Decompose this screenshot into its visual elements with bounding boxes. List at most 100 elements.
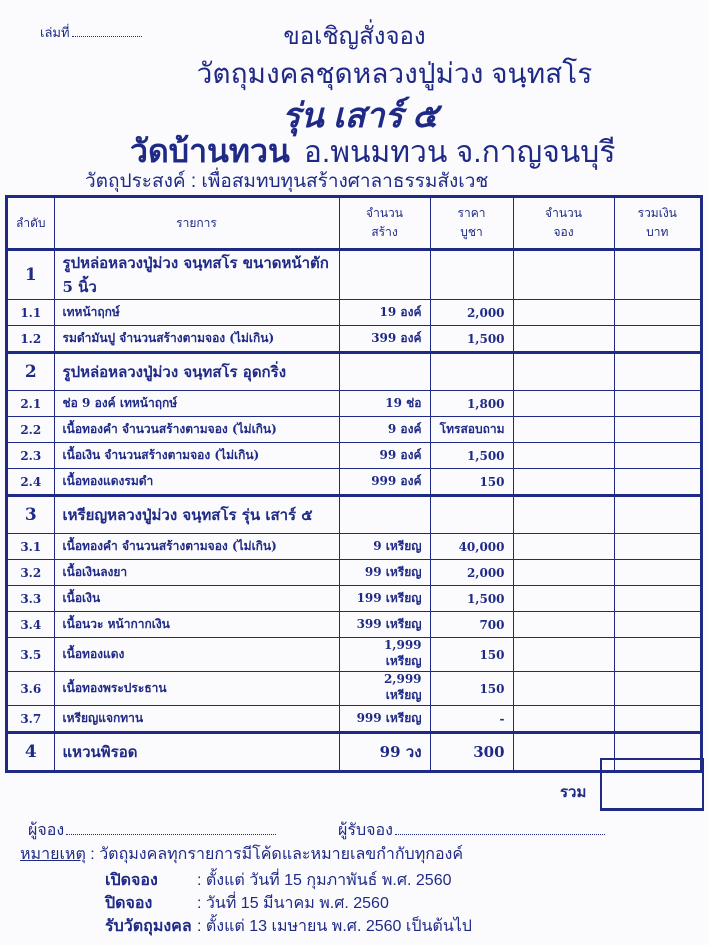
note: หมายเหตุ : วัตถุมงคลทุกรายการมีโค้ดและหม… bbox=[20, 842, 463, 867]
row-order-qty-field[interactable] bbox=[512, 705, 615, 733]
row-item: เนื้อทองแดง bbox=[53, 637, 340, 672]
receiver-field[interactable] bbox=[394, 834, 605, 835]
receiver-label: ผู้รับจอง bbox=[338, 822, 393, 839]
row-item: เนื้อทองคำ จำนวนสร้างตามจอง (ไม่เกิน) bbox=[53, 416, 340, 443]
row-quantity bbox=[338, 249, 431, 300]
row-order-qty-field[interactable] bbox=[512, 249, 615, 300]
table-row: 3.6 เนื้อทองพระประธาน 2,999 เหรียญ 150 bbox=[6, 671, 703, 706]
row-amount-field[interactable] bbox=[613, 559, 703, 586]
row-order-qty-field[interactable] bbox=[512, 325, 615, 353]
row-quantity: 399 องค์ bbox=[338, 325, 431, 353]
row-order-qty-field[interactable] bbox=[512, 468, 615, 496]
schedule-pickup: รับวัตถุมงคล: ตั้งแต่ 13 เมษายน พ.ศ. 256… bbox=[105, 914, 472, 939]
row-amount-field[interactable] bbox=[613, 468, 703, 496]
schedule-open: เปิดจอง: ตั้งแต่ วันที่ 15 กุมภาพันธ์ พ.… bbox=[105, 868, 452, 893]
row-item: เนื้อเงิน bbox=[53, 585, 340, 612]
row-number: 3 bbox=[6, 495, 55, 534]
row-amount-field[interactable] bbox=[613, 671, 703, 706]
row-order-qty-field[interactable] bbox=[512, 559, 615, 586]
row-quantity: 9 เหรียญ bbox=[338, 533, 431, 560]
row-item: เนื้อทองคำ จำนวนสร้างตามจอง (ไม่เกิน) bbox=[53, 533, 340, 560]
row-order-qty-field[interactable] bbox=[512, 299, 615, 326]
row-price bbox=[429, 352, 514, 391]
row-amount-field[interactable] bbox=[613, 352, 703, 391]
row-item: เนื้อทองพระประธาน bbox=[53, 671, 340, 706]
row-price: 700 bbox=[429, 611, 514, 638]
col-qty: จำนวน สร้าง bbox=[338, 196, 431, 250]
row-amount-field[interactable] bbox=[613, 249, 703, 300]
row-order-qty-field[interactable] bbox=[512, 732, 615, 772]
row-order-qty-field[interactable] bbox=[512, 416, 615, 443]
row-item: แหวนพิรอด bbox=[53, 732, 340, 772]
row-quantity: 99 วง bbox=[338, 732, 431, 772]
invite-heading: ขอเชิญสั่งจอง bbox=[283, 23, 426, 50]
row-quantity: 99 องค์ bbox=[338, 442, 431, 469]
row-number: 3.7 bbox=[6, 705, 55, 733]
order-table: ลำดับ รายการ จำนวน สร้าง ราคา บูชา จำนวน… bbox=[5, 195, 703, 773]
purpose: วัตถุประสงค์ : เพื่อสมทบทุนสร้างศาลาธรรม… bbox=[85, 171, 489, 192]
row-price: 150 bbox=[429, 637, 514, 672]
row-amount-field[interactable] bbox=[613, 611, 703, 638]
row-order-qty-field[interactable] bbox=[512, 352, 615, 391]
row-item: เหรียญหลวงปู่ม่วง จนฺทสโร รุ่น เสาร์ ๕ bbox=[53, 495, 340, 534]
temple-location: อ.พนมทวน จ.กาญจนบุรี bbox=[303, 136, 616, 169]
row-amount-field[interactable] bbox=[613, 705, 703, 733]
col-item: รายการ bbox=[53, 196, 340, 250]
row-item: ช่อ 9 องค์ เทหน้าฤกษ์ bbox=[53, 390, 340, 417]
row-item: รมดำมันปู จำนวนสร้างตามจอง (ไม่เกิน) bbox=[53, 325, 340, 353]
temple-name: วัดบ้านทวน bbox=[130, 133, 290, 169]
table-row: 1.1 เทหน้าฤกษ์ 19 องค์ 2,000 bbox=[6, 299, 703, 326]
total-amount-field[interactable] bbox=[600, 758, 704, 811]
row-price: 300 bbox=[429, 732, 514, 772]
row-price bbox=[429, 495, 514, 534]
schedule-label: ปิดจอง bbox=[105, 895, 153, 912]
row-order-qty-field[interactable] bbox=[512, 671, 615, 706]
row-order-qty-field[interactable] bbox=[512, 442, 615, 469]
row-item: เนื้อนวะ หน้ากากเงิน bbox=[53, 611, 340, 638]
schedule-value: : วันที่ 15 มีนาคม พ.ศ. 2560 bbox=[197, 895, 389, 912]
row-amount-field[interactable] bbox=[613, 325, 703, 353]
row-price: 2,000 bbox=[429, 559, 514, 586]
row-number: 3.5 bbox=[6, 637, 55, 672]
row-price: - bbox=[429, 705, 514, 733]
row-order-qty-field[interactable] bbox=[512, 585, 615, 612]
row-amount-field[interactable] bbox=[613, 416, 703, 443]
row-amount-field[interactable] bbox=[613, 637, 703, 672]
row-order-qty-field[interactable] bbox=[512, 637, 615, 672]
row-item: เทหน้าฤกษ์ bbox=[53, 299, 340, 326]
row-amount-field[interactable] bbox=[613, 442, 703, 469]
row-quantity bbox=[338, 495, 431, 534]
row-price: 2,000 bbox=[429, 299, 514, 326]
note-label: หมายเหตุ bbox=[20, 846, 86, 863]
row-amount-field[interactable] bbox=[613, 299, 703, 326]
col-amount: รวมเงิน บาท bbox=[613, 196, 703, 250]
table-row: 2.4 เนื้อทองแดงรมดำ 999 องค์ 150 bbox=[6, 468, 703, 496]
row-amount-field[interactable] bbox=[613, 585, 703, 612]
table-row: 3.4 เนื้อนวะ หน้ากากเงิน 399 เหรียญ 700 bbox=[6, 611, 703, 638]
book-number-field[interactable] bbox=[71, 36, 142, 37]
orderer-signature: ผู้จอง bbox=[28, 818, 277, 843]
row-quantity: 9 องค์ bbox=[338, 416, 431, 443]
row-item: เนื้อทองแดงรมดำ bbox=[53, 468, 340, 496]
row-number: 2.2 bbox=[6, 416, 55, 443]
table-row: 3.1 เนื้อทองคำ จำนวนสร้างตามจอง (ไม่เกิน)… bbox=[6, 533, 703, 560]
orderer-field[interactable] bbox=[66, 834, 277, 835]
row-number: 1.2 bbox=[6, 325, 55, 353]
total-label: รวม bbox=[560, 784, 587, 801]
row-item: เหรียญแจกทาน bbox=[53, 705, 340, 733]
col-no: ลำดับ bbox=[6, 196, 55, 250]
row-order-qty-field[interactable] bbox=[512, 390, 615, 417]
row-order-qty-field[interactable] bbox=[512, 495, 615, 534]
row-amount-field[interactable] bbox=[613, 495, 703, 534]
row-order-qty-field[interactable] bbox=[512, 611, 615, 638]
row-amount-field[interactable] bbox=[613, 732, 703, 772]
row-number: 3.6 bbox=[6, 671, 55, 706]
group-row: 1 รูปหล่อหลวงปู่ม่วง จนฺทสโร ขนาดหน้าตัก … bbox=[6, 249, 703, 300]
row-amount-field[interactable] bbox=[613, 390, 703, 417]
col-price: ราคา บูชา bbox=[429, 196, 514, 250]
row-order-qty-field[interactable] bbox=[512, 533, 615, 560]
row-number: 4 bbox=[6, 732, 55, 772]
schedule-value: : ตั้งแต่ 13 เมษายน พ.ศ. 2560 เป็นต้นไป bbox=[197, 918, 472, 935]
row-amount-field[interactable] bbox=[613, 533, 703, 560]
row-quantity: 2,999 เหรียญ bbox=[338, 671, 431, 706]
